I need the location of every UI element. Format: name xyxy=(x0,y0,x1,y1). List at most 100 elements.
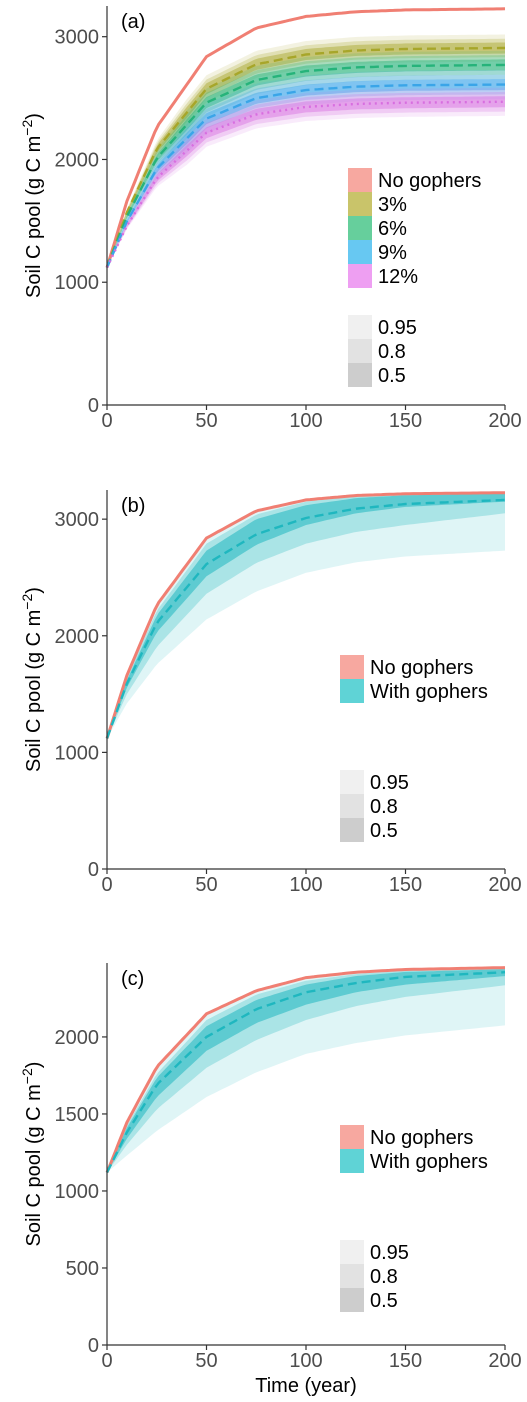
series-with-gophers xyxy=(107,492,505,739)
line-with-gophers xyxy=(105,971,506,1174)
legend-key xyxy=(348,264,372,288)
legend-label: With gophers xyxy=(370,681,488,703)
y-axis-title-close: ) xyxy=(23,113,45,120)
legend-ci-key xyxy=(348,363,372,387)
y-tick-label: 2000 xyxy=(55,149,100,171)
y-tick-label: 1500 xyxy=(55,1104,100,1126)
x-tick-label: 0 xyxy=(101,1350,112,1372)
legend-key xyxy=(348,216,372,240)
series-6- xyxy=(107,50,505,268)
line-no-gophers xyxy=(105,491,505,739)
y-axis-title-sup: −2 xyxy=(19,594,35,610)
legend-label: No gophers xyxy=(378,170,481,192)
legend-ci-label: 0.8 xyxy=(370,1266,398,1288)
x-tick-label: 50 xyxy=(195,410,217,432)
y-axis-title-main: Soil C pool (g C m xyxy=(23,1084,45,1246)
y-tick-label: 0 xyxy=(88,859,99,881)
series-with-gophers xyxy=(107,967,505,1173)
x-axis-title: Time (year) xyxy=(255,1375,356,1397)
legend-label: With gophers xyxy=(370,1151,488,1173)
panel-label: (c) xyxy=(121,968,144,990)
legend-ci-label: 0.5 xyxy=(370,1290,398,1312)
series-9- xyxy=(107,69,505,268)
y-axis-title: Soil C pool (g C m−2) xyxy=(19,1062,45,1247)
legend-label: 3% xyxy=(378,194,407,216)
legend-ci-key xyxy=(340,770,364,794)
line-no-gophers xyxy=(105,7,506,268)
y-tick-label: 1000 xyxy=(55,742,100,764)
legend-ci-key xyxy=(340,818,364,842)
x-tick-label: 0 xyxy=(101,874,112,896)
legend-ci-key xyxy=(340,1264,364,1288)
x-tick-label: 200 xyxy=(488,410,521,432)
legend-key xyxy=(340,1125,364,1149)
x-tick-label: 150 xyxy=(389,874,422,896)
legend-ci-key xyxy=(340,1240,364,1264)
band-ci95 xyxy=(107,967,505,1173)
band-ci95 xyxy=(107,50,505,268)
x-tick-label: 50 xyxy=(195,874,217,896)
y-tick-label: 3000 xyxy=(55,509,100,531)
legend-label: 9% xyxy=(378,242,407,264)
y-tick-label: 1000 xyxy=(55,272,100,294)
band-ci50 xyxy=(107,493,505,739)
x-tick-label: 100 xyxy=(289,1350,322,1372)
y-axis-title-close: ) xyxy=(23,1062,45,1069)
y-tick-label: 500 xyxy=(66,1258,99,1280)
x-tick-label: 200 xyxy=(488,874,521,896)
legend-ci-label: 0.95 xyxy=(370,772,409,794)
y-tick-label: 2000 xyxy=(55,1027,100,1049)
panel-label: (a) xyxy=(121,11,145,33)
band-ci80 xyxy=(107,968,505,1173)
line-no-gophers xyxy=(105,966,506,1174)
legend-key xyxy=(348,168,372,192)
line-with-gophers xyxy=(105,498,506,739)
band-ci95 xyxy=(107,69,505,268)
legend-key xyxy=(340,679,364,703)
line-9- xyxy=(105,83,505,268)
band-ci80 xyxy=(107,55,505,268)
y-tick-label: 3000 xyxy=(55,27,100,49)
x-tick-label: 50 xyxy=(195,1350,217,1372)
y-axis-title-main: Soil C pool (g C m xyxy=(23,136,45,298)
y-tick-label: 0 xyxy=(88,395,99,417)
y-tick-label: 1000 xyxy=(55,1181,100,1203)
series-3- xyxy=(107,34,505,268)
line-6- xyxy=(105,63,506,268)
x-tick-label: 100 xyxy=(289,410,322,432)
y-axis-title-sup: −2 xyxy=(19,1068,35,1084)
legend-key xyxy=(348,240,372,264)
x-tick-label: 150 xyxy=(389,410,422,432)
legend-ci-label: 0.5 xyxy=(370,820,398,842)
band-ci95 xyxy=(107,34,505,268)
legend-label: 6% xyxy=(378,218,407,240)
y-axis-title-main: Soil C pool (g C m xyxy=(23,610,45,772)
legend-ci-key xyxy=(340,794,364,818)
y-tick-label: 2000 xyxy=(55,626,100,648)
x-tick-label: 150 xyxy=(389,1350,422,1372)
legend-label: 12% xyxy=(378,266,418,288)
band-ci80 xyxy=(107,38,505,268)
legend-key xyxy=(340,655,364,679)
x-tick-label: 100 xyxy=(289,874,322,896)
legend-ci-label: 0.8 xyxy=(378,341,406,363)
x-tick-label: 0 xyxy=(101,410,112,432)
x-tick-label: 200 xyxy=(488,1350,521,1372)
band-ci80 xyxy=(107,74,505,268)
legend-ci-key xyxy=(348,339,372,363)
legend-key xyxy=(340,1149,364,1173)
y-axis-title: Soil C pool (g C m−2) xyxy=(19,113,45,298)
legend-ci-key xyxy=(348,315,372,339)
legend-ci-label: 0.95 xyxy=(370,1242,409,1264)
legend-label: No gophers xyxy=(370,1127,473,1149)
y-axis-title: Soil C pool (g C m−2) xyxy=(19,587,45,772)
y-axis-title-close: ) xyxy=(23,587,45,594)
legend-key xyxy=(348,192,372,216)
